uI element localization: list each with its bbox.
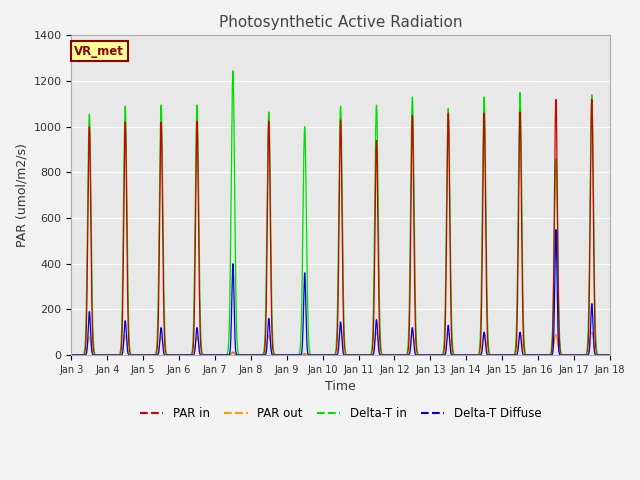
- Delta-T Diffuse: [404, 352, 412, 358]
- Delta-T Diffuse: [274, 352, 282, 358]
- PAR out: [283, 352, 291, 358]
- Delta-T Diffuse: [554, 314, 561, 320]
- PAR out: [274, 352, 282, 358]
- Delta-T in: [274, 352, 282, 358]
- Line: Delta-T Diffuse: Delta-T Diffuse: [72, 229, 610, 355]
- Delta-T Diffuse: [556, 352, 564, 358]
- PAR in: [552, 96, 560, 102]
- Delta-T Diffuse: [132, 352, 140, 358]
- Delta-T in: [577, 352, 585, 358]
- PAR out: [556, 351, 564, 357]
- Delta-T in: [556, 344, 564, 349]
- PAR in: [132, 352, 140, 358]
- Legend: PAR in, PAR out, Delta-T in, Delta-T Diffuse: PAR in, PAR out, Delta-T in, Delta-T Dif…: [135, 402, 546, 425]
- Delta-T in: [554, 236, 561, 242]
- PAR in: [274, 352, 282, 358]
- Delta-T Diffuse: [68, 352, 76, 358]
- Line: PAR out: PAR out: [72, 329, 610, 355]
- Line: PAR in: PAR in: [72, 99, 610, 355]
- Delta-T in: [606, 352, 614, 358]
- PAR in: [283, 352, 291, 358]
- Delta-T Diffuse: [577, 352, 585, 358]
- X-axis label: Time: Time: [325, 380, 356, 393]
- PAR in: [577, 352, 585, 358]
- PAR out: [606, 352, 614, 358]
- Line: Delta-T in: Delta-T in: [72, 71, 610, 355]
- PAR out: [68, 352, 76, 358]
- Delta-T in: [229, 68, 237, 74]
- Text: VR_met: VR_met: [74, 45, 124, 58]
- PAR in: [606, 352, 614, 358]
- Title: Photosynthetic Active Radiation: Photosynthetic Active Radiation: [219, 15, 462, 30]
- PAR out: [404, 350, 412, 356]
- Delta-T Diffuse: [552, 227, 560, 232]
- PAR out: [554, 339, 561, 345]
- PAR in: [68, 352, 76, 358]
- PAR out: [132, 352, 140, 358]
- PAR out: [577, 352, 585, 358]
- Y-axis label: PAR (umol/m2/s): PAR (umol/m2/s): [15, 143, 28, 247]
- Delta-T in: [534, 352, 542, 358]
- PAR in: [556, 348, 564, 354]
- Delta-T in: [132, 352, 140, 358]
- PAR in: [554, 227, 561, 233]
- Delta-T Diffuse: [606, 352, 614, 358]
- PAR in: [404, 347, 412, 353]
- Delta-T in: [68, 352, 76, 358]
- Delta-T in: [404, 336, 412, 342]
- Delta-T Diffuse: [462, 352, 470, 358]
- PAR out: [337, 326, 344, 332]
